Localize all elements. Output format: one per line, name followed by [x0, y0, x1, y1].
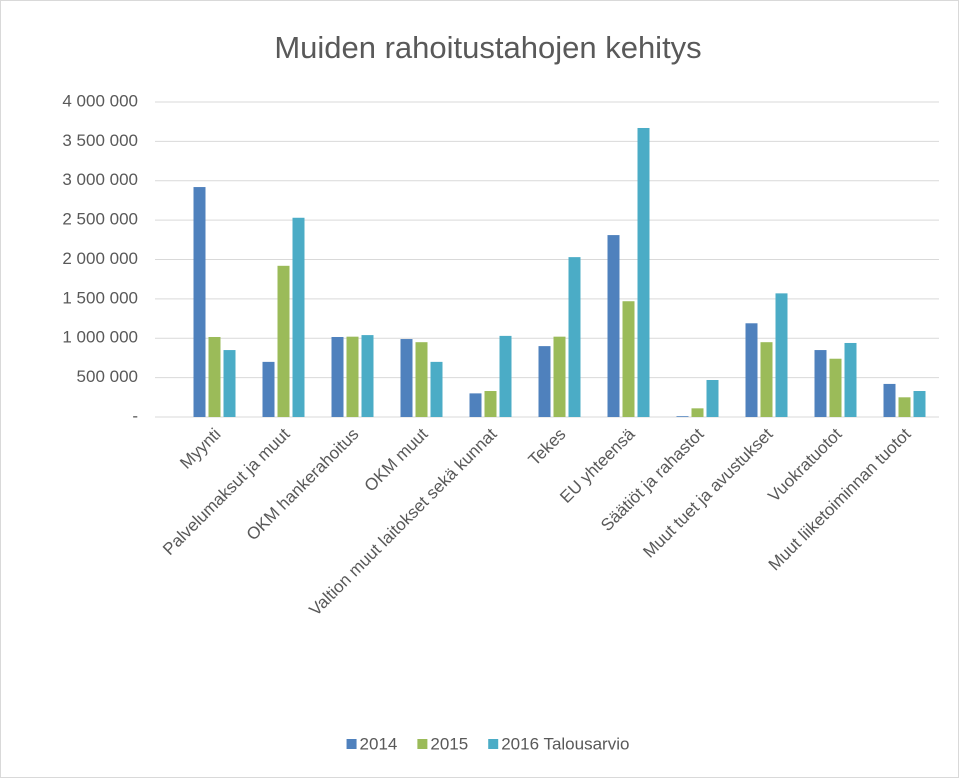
- bar: [883, 383, 896, 417]
- legend-label: 2016 Talousarvio: [501, 734, 629, 753]
- bar: [484, 391, 497, 417]
- bar: [361, 335, 374, 417]
- bar: [223, 350, 236, 417]
- bar: [898, 397, 911, 417]
- bar: [829, 358, 842, 417]
- bar: [430, 361, 443, 417]
- bar: [676, 416, 689, 417]
- bar: [538, 346, 551, 417]
- bar: [745, 323, 758, 417]
- bar: [292, 217, 305, 417]
- bar: [913, 391, 926, 417]
- y-tick-label: 500 000: [77, 367, 138, 386]
- bar: [607, 235, 620, 417]
- bar: [622, 301, 635, 417]
- bar: [637, 127, 650, 418]
- legend-swatch: [346, 739, 357, 749]
- chart-title: Muiden rahoitustahojen kehitys: [274, 30, 701, 65]
- y-tick-label: 1 500 000: [62, 288, 138, 307]
- bar: [400, 339, 413, 417]
- bar: [346, 336, 359, 417]
- legend-swatch: [417, 739, 428, 749]
- bar: [691, 408, 704, 417]
- y-tick-label: 3 000 000: [62, 170, 138, 189]
- bar: [208, 336, 221, 417]
- bar: [775, 293, 788, 417]
- y-tick-label: 3 500 000: [62, 131, 138, 150]
- bar: [277, 265, 290, 417]
- bar: [553, 336, 566, 417]
- bar: [568, 257, 581, 417]
- y-tick-label: 4 000 000: [62, 91, 138, 110]
- bar: [760, 342, 773, 417]
- bar: [844, 342, 857, 417]
- bar: [469, 393, 482, 417]
- y-tick-label: 1 000 000: [62, 328, 138, 347]
- bar: [262, 361, 275, 417]
- bar: [499, 335, 512, 417]
- bar: [415, 342, 428, 417]
- legend-label: 2015: [430, 734, 468, 753]
- y-tick-label: -: [132, 406, 138, 425]
- y-tick-label: 2 000 000: [62, 249, 138, 268]
- bar: [331, 336, 344, 417]
- bar: [193, 187, 206, 417]
- y-tick-label: 2 500 000: [62, 210, 138, 229]
- legend-swatch: [488, 739, 499, 749]
- bar: [814, 350, 827, 417]
- legend-label: 2014: [360, 734, 398, 753]
- bar: [706, 379, 719, 417]
